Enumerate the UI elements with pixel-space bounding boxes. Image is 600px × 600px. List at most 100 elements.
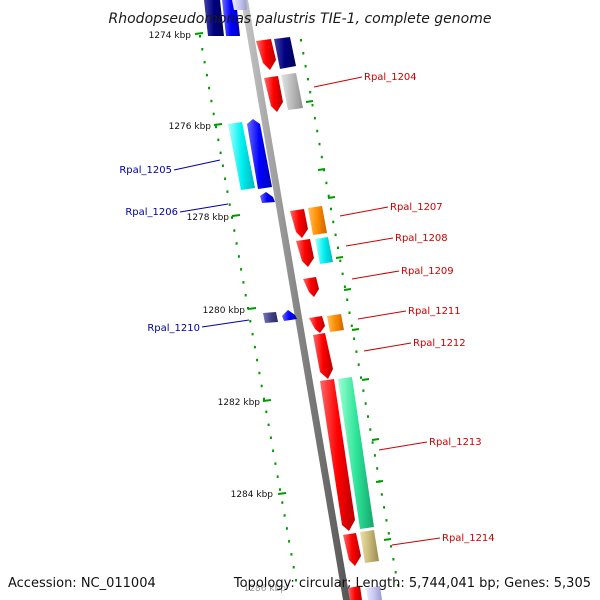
gene-label-rpal-1206: Rpal_1206 <box>125 207 178 218</box>
gc-skew-dot <box>304 65 307 68</box>
gene-rpal-1210-cds <box>282 310 297 321</box>
gc-skew-dot <box>362 389 365 392</box>
ruler-label-1276: 1276 kbp <box>169 122 212 132</box>
leader-rpal-1206 <box>179 203 229 213</box>
leader-rpal-1209 <box>351 270 400 280</box>
gc-skew-dash <box>305 100 314 103</box>
gc-content-dot <box>201 48 204 51</box>
ruler-tick <box>247 307 257 310</box>
gene-rpal-1209-cds <box>303 277 319 297</box>
gc-skew-dot <box>383 506 386 509</box>
gc-content-dot <box>215 125 217 129</box>
gc-skew-dot <box>369 428 372 431</box>
gc-skew-dot <box>385 519 388 522</box>
gc-content-dot <box>267 423 270 427</box>
gene-rpal-1210-cog <box>263 312 278 323</box>
gc-content-dot <box>235 242 238 245</box>
gene-rpal-1213-cds <box>320 379 355 531</box>
gc-content-dot <box>231 216 233 219</box>
gc-skew-dot <box>341 272 344 276</box>
ruler-label-1286: 1286 kbp <box>244 584 287 594</box>
gc-content-dot <box>203 60 206 64</box>
gc-content-dot <box>199 35 201 38</box>
gc-content-dot <box>263 397 265 401</box>
gc-content-dot <box>253 345 256 349</box>
gc-skew-dot <box>334 233 337 237</box>
cog-lavender-partial-bottom <box>366 586 382 600</box>
gene-rpal-1207-cds <box>290 209 308 238</box>
gc-skew-dot <box>376 467 379 470</box>
gc-skew-dot <box>392 558 395 561</box>
kbp-ruler <box>194 32 287 495</box>
gene-label-rpal-1208: Rpal_1208 <box>395 233 448 244</box>
gene-rpal-1214-cog <box>360 530 379 563</box>
gc-skew-dot <box>380 493 383 496</box>
gc-skew-dash <box>317 168 326 171</box>
gc-content-dot <box>285 527 288 530</box>
gc-skew-dash <box>335 256 344 259</box>
ruler-label-1278: 1278 kbp <box>187 213 230 223</box>
leader-rpal-1205 <box>173 159 221 171</box>
gene-rpal-1214-cds <box>343 533 361 566</box>
gc-skew-dash <box>371 438 380 441</box>
gc-skew-dot <box>353 337 356 340</box>
gc-content-dot <box>281 501 284 504</box>
genome-backbone <box>241 0 350 600</box>
gc-content-dot <box>219 151 222 155</box>
gc-skew-dot <box>306 77 309 81</box>
gc-skew-dot <box>397 584 399 587</box>
leader-rpal-1207 <box>339 206 389 217</box>
gc-content-dot <box>269 436 272 439</box>
ruler-tick <box>262 399 272 402</box>
gc-content-dot <box>224 177 227 180</box>
gc-content-dot <box>208 86 211 90</box>
gc-content-dot <box>237 255 240 258</box>
gc-skew-dot <box>350 324 353 327</box>
gc-skew-dot <box>316 129 319 133</box>
leader-rpal-1208 <box>345 237 394 247</box>
gc-skew-dot <box>355 350 358 353</box>
gc-skew-dot <box>348 311 351 314</box>
gc-skew-dot <box>360 376 362 379</box>
gc-skew-dot <box>320 155 323 159</box>
cds-forward-partial-bottom <box>348 586 362 600</box>
forward-strand-features <box>256 37 382 600</box>
gc-skew-dot <box>357 363 360 366</box>
ruler-tick <box>277 492 287 495</box>
gc-skew-dash <box>343 288 352 291</box>
gene-rpal-1206-cds <box>260 192 275 203</box>
gc-content-dot <box>226 190 229 193</box>
gc-skew-dash <box>351 328 360 331</box>
gene-rpal-1208-cds <box>296 239 314 267</box>
gene-rpal-1208-cog <box>315 237 333 264</box>
topology-info: Topology: circular; Length: 5,744,041 bp… <box>233 576 591 591</box>
gc-content-dot <box>212 112 215 116</box>
gc-content-dot <box>217 138 220 142</box>
cds-forward-upper <box>256 39 276 70</box>
gc-skew-dot <box>367 415 369 418</box>
gc-content-dot <box>256 358 259 362</box>
gene-label-rpal-1204: Rpal_1204 <box>364 72 417 83</box>
gc-skew-dot <box>371 441 374 444</box>
gene-rpal-1207-cog <box>308 206 327 235</box>
leader-rpal-1211 <box>357 310 407 320</box>
gene-rpal-1211-cds <box>309 316 325 333</box>
leader-rpal-1204 <box>313 76 363 88</box>
ruler-label-1282: 1282 kbp <box>218 398 261 408</box>
gc-skew-dot <box>325 181 328 185</box>
gene-rpal-1204-cog <box>281 73 303 110</box>
gc-content-dot <box>272 449 275 452</box>
gene-label-rpal-1205: Rpal_1205 <box>119 165 172 176</box>
gc-content-dot <box>295 579 297 582</box>
gc-skew-dot <box>390 545 393 548</box>
gc-skew-track <box>300 39 399 587</box>
ruler-tick <box>213 123 223 126</box>
ruler-tick <box>194 32 204 35</box>
leader-rpal-1210 <box>201 319 250 328</box>
leader-rpal-1213 <box>378 441 428 451</box>
gc-content-dot <box>210 99 213 103</box>
gc-content-dot <box>274 462 277 465</box>
gc-skew-dot <box>300 39 302 42</box>
reverse-strand-features <box>204 0 297 323</box>
